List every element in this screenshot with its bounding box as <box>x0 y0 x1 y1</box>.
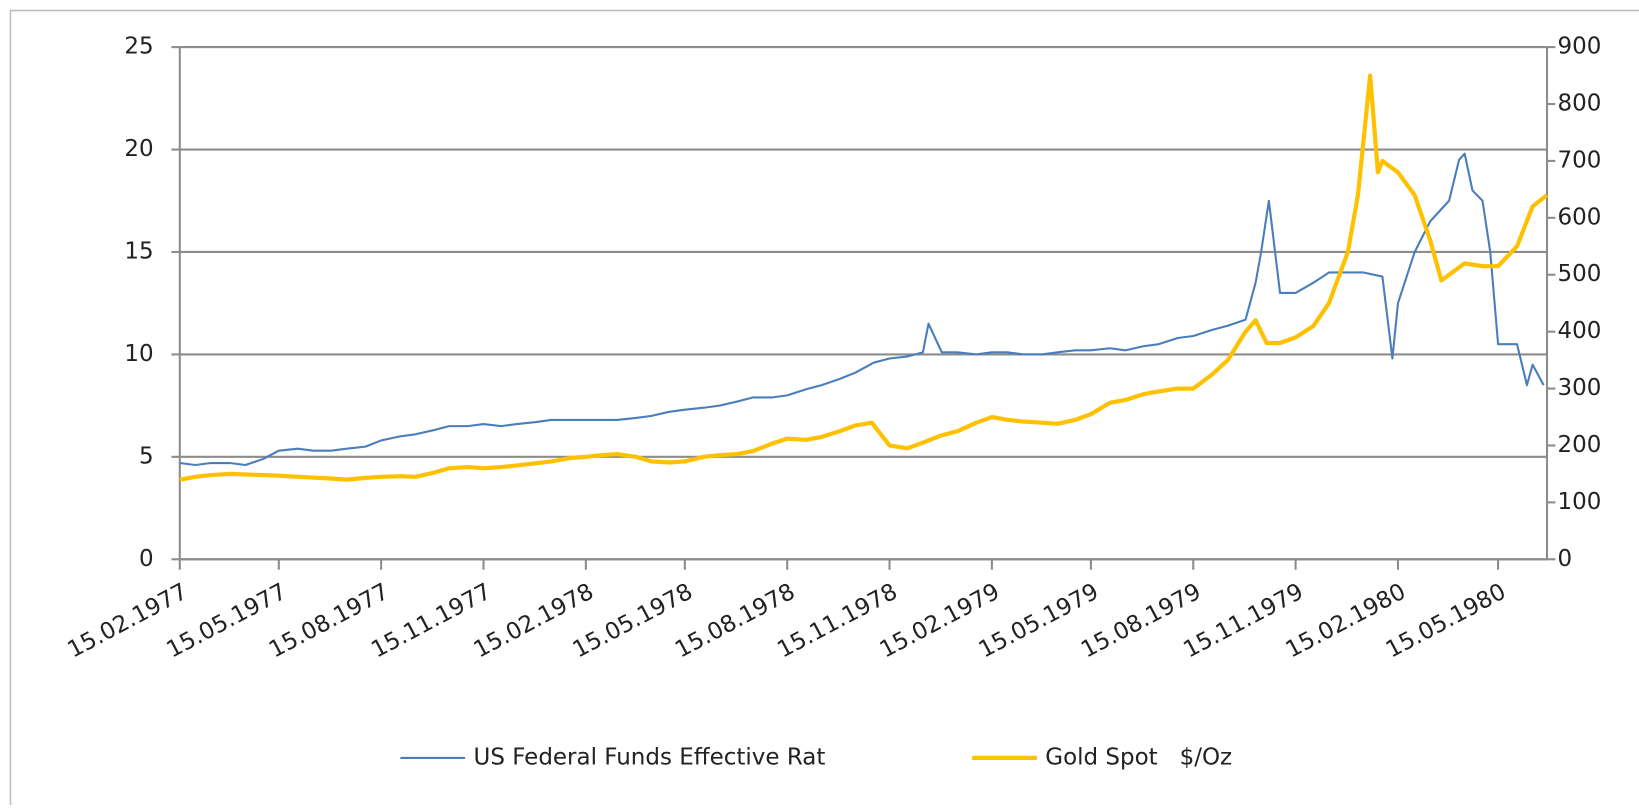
series-line <box>179 73 1549 482</box>
y2-tick-label: 0 <box>1557 546 1572 572</box>
y2-tick-label: 600 <box>1557 204 1601 230</box>
y-tick-label: 0 <box>139 546 154 572</box>
y-tick-label: 5 <box>139 443 154 469</box>
y2-tick-label: 200 <box>1557 432 1601 458</box>
y2-tick-label: 800 <box>1557 91 1601 117</box>
chart-frame <box>9 9 1639 809</box>
y-tick-label: 10 <box>124 341 153 367</box>
y-tick-label: 25 <box>124 34 153 60</box>
legend-label: Gold Spot $/Oz <box>1045 744 1232 770</box>
y2-tick-label: 100 <box>1557 489 1601 515</box>
y2-tick-label: 700 <box>1557 147 1601 173</box>
y2-tick-label: 900 <box>1557 34 1601 60</box>
y-tick-label: 15 <box>124 238 153 264</box>
legend-label: US Federal Funds Effective Rat <box>474 744 826 770</box>
y2-tick-label: 500 <box>1557 261 1601 287</box>
y-tick-label: 20 <box>124 136 153 162</box>
y2-tick-label: 300 <box>1557 375 1601 401</box>
y2-tick-label: 400 <box>1557 318 1601 344</box>
series-line <box>179 152 1545 467</box>
